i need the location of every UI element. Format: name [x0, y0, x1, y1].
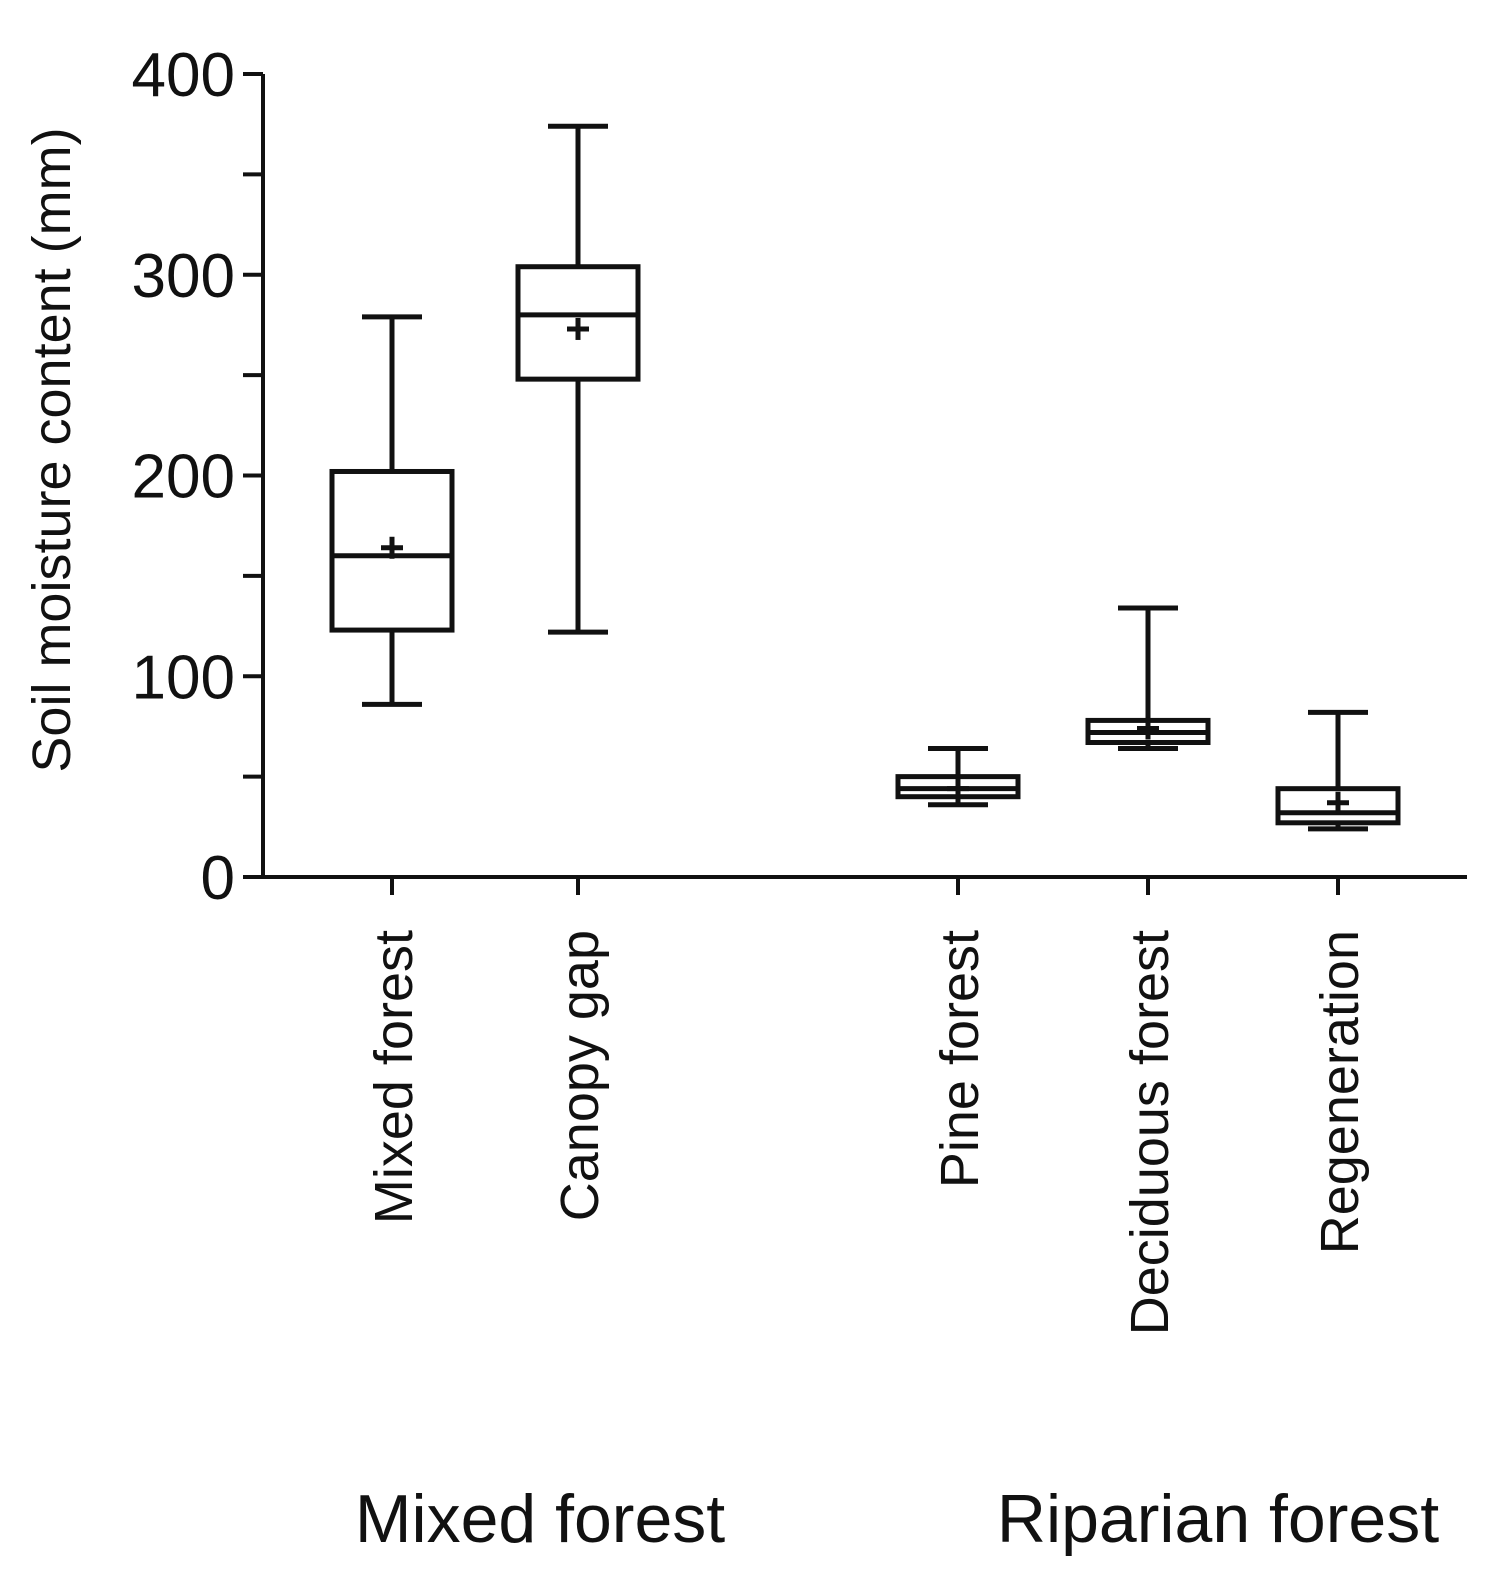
y-tick-label: 200: [132, 443, 235, 512]
box-pine-forest: [895, 746, 1021, 808]
x-tick-label: Regeneration: [1310, 930, 1370, 1254]
x-tick-label: Pine forest: [930, 930, 990, 1188]
x-tick-label: Canopy gap: [550, 930, 610, 1221]
x-tick-label: Mixed forest: [364, 930, 424, 1224]
box-deciduous-forest: [1085, 605, 1211, 752]
group-label: Mixed forest: [355, 1481, 725, 1557]
axes: 0 100 200 300 400: [132, 41, 1467, 913]
y-tick-label: 400: [132, 41, 235, 110]
y-axis-title: Soil moisture content (mm): [22, 127, 82, 772]
y-tick-label: 0: [201, 844, 235, 913]
y-tick-label: 300: [132, 242, 235, 311]
x-tick-labels: Mixed forest Canopy gap Pine forest Deciduo…: [364, 930, 1370, 1335]
x-tick-label: Deciduous forest: [1120, 930, 1180, 1335]
boxes: [329, 123, 1401, 832]
group-label: Riparian forest: [997, 1481, 1439, 1557]
box-regeneration: [1275, 709, 1401, 832]
group-labels: Mixed forest Riparian forest: [355, 1481, 1439, 1557]
box-canopy-gap: [515, 123, 641, 635]
box-mixed-forest: [329, 314, 455, 707]
y-tick-label: 100: [132, 643, 235, 712]
